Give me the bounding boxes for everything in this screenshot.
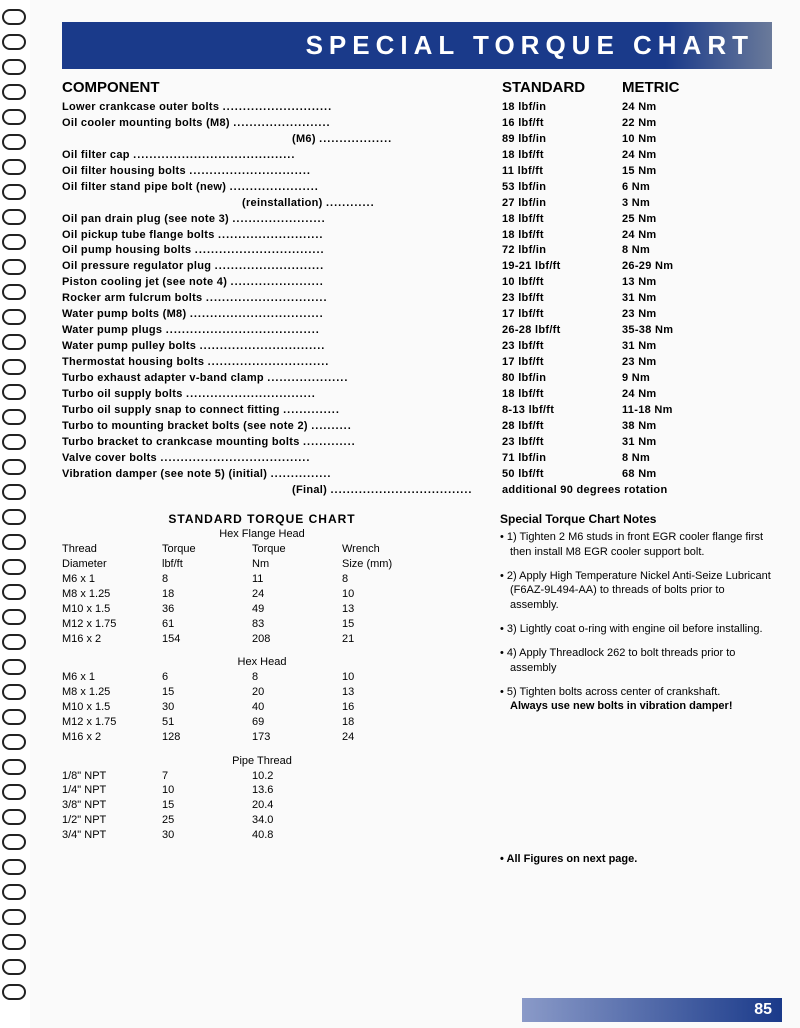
table-row: M8 x 1.25182410	[62, 587, 462, 602]
std-subtitle-3: Pipe Thread	[62, 755, 462, 767]
final-row: (Final) ................................…	[62, 483, 772, 499]
table-row: Thermostat housing bolts ...............…	[62, 355, 772, 371]
notes-title: Special Torque Chart Notes	[500, 512, 772, 526]
header-component: COMPONENT	[62, 79, 502, 96]
torque-rows: Lower crankcase outer bolts ............…	[62, 100, 772, 483]
page-content: SPECIAL TORQUE CHART COMPONENT STANDARD …	[30, 0, 800, 1028]
footer-note: • All Figures on next page.	[500, 853, 772, 865]
table-row: (M6) ..................89 lbf/in10 Nm	[62, 132, 772, 148]
table-row: Water pump pulley bolts ................…	[62, 339, 772, 355]
table-row: Oil pickup tube flange bolts ...........…	[62, 228, 772, 244]
table-row: Turbo oil supply bolts .................…	[62, 387, 772, 403]
table-row: Lower crankcase outer bolts ............…	[62, 100, 772, 116]
table-row: Oil cooler mounting bolts (M8) .........…	[62, 116, 772, 132]
table-row: Water pump bolts (M8) ..................…	[62, 307, 772, 323]
list-item: 2) Apply High Temperature Nickel Anti-Se…	[500, 569, 772, 612]
note-warning: Always use new bolts in vibration damper…	[510, 699, 772, 713]
table-row: Oil filter housing bolts ...............…	[62, 164, 772, 180]
page-number: 85	[522, 998, 782, 1022]
table-row: M8 x 1.25152013	[62, 685, 462, 700]
table-row: 1/4" NPT1013.6	[62, 783, 462, 798]
list-item: 4) Apply Threadlock 262 to bolt threads …	[500, 646, 772, 675]
table-row: M6 x 18118	[62, 572, 462, 587]
list-item: 3) Lightly coat o-ring with engine oil b…	[500, 622, 772, 636]
std-subtitle-2: Hex Head	[62, 656, 462, 668]
final-value: additional 90 degrees rotation	[502, 483, 742, 499]
table-row: M16 x 212817324	[62, 730, 462, 745]
table-row: M6 x 16810	[62, 670, 462, 685]
table-row: 3/8" NPT1520.4	[62, 798, 462, 813]
table-row: M12 x 1.75618315	[62, 617, 462, 632]
table-row: Rocker arm fulcrum bolts ...............…	[62, 291, 772, 307]
header-standard: STANDARD	[502, 79, 622, 96]
header-metric: METRIC	[622, 79, 742, 96]
spiral-binding	[0, 0, 30, 1028]
std-header-row-2: Diameter lbf/ft Nm Size (mm)	[62, 557, 462, 572]
table-row: 1/8" NPT710.2	[62, 769, 462, 784]
list-item: 5) Tighten bolts across center of cranks…	[500, 685, 772, 714]
table-row: M16 x 215420821	[62, 632, 462, 647]
table-row: M10 x 1.5364913	[62, 602, 462, 617]
notes-section: Special Torque Chart Notes 1) Tighten 2 …	[462, 512, 772, 865]
table-row: Turbo to mounting bracket bolts (see not…	[62, 419, 772, 435]
table-row: Vibration damper (see note 5) (initial) …	[62, 467, 772, 483]
table-row: Turbo oil supply snap to connect fitting…	[62, 403, 772, 419]
column-headers: COMPONENT STANDARD METRIC	[62, 79, 772, 96]
std-subtitle-1: Hex Flange Head	[62, 528, 462, 540]
table-row: M12 x 1.75516918	[62, 715, 462, 730]
table-row: Oil filter cap .........................…	[62, 148, 772, 164]
table-row: Valve cover bolts ......................…	[62, 451, 772, 467]
table-row: Oil pressure regulator plug ............…	[62, 259, 772, 275]
table-row: Turbo exhaust adapter v-band clamp .....…	[62, 371, 772, 387]
table-row: M10 x 1.5304016	[62, 700, 462, 715]
table-row: Turbo bracket to crankcase mounting bolt…	[62, 435, 772, 451]
page-title: SPECIAL TORQUE CHART	[62, 22, 772, 69]
table-row: Oil filter stand pipe bolt (new) .......…	[62, 180, 772, 196]
table-row: Oil pan drain plug (see note 3) ........…	[62, 212, 772, 228]
final-label: (Final)	[292, 484, 327, 496]
std-chart-title: STANDARD TORQUE CHART	[62, 512, 462, 526]
table-row: (reinstallation) ............27 lbf/in3 …	[62, 196, 772, 212]
list-item: 1) Tighten 2 M6 studs in front EGR coole…	[500, 530, 772, 559]
table-row: Oil pump housing bolts .................…	[62, 243, 772, 259]
table-row: 3/4" NPT3040.8	[62, 828, 462, 843]
std-header-row-1: Thread Torque Torque Wrench	[62, 542, 462, 557]
table-row: 1/2" NPT2534.0	[62, 813, 462, 828]
table-row: Water pump plugs .......................…	[62, 323, 772, 339]
standard-torque-chart: STANDARD TORQUE CHART Hex Flange Head Th…	[62, 512, 462, 865]
table-row: Piston cooling jet (see note 4) ........…	[62, 275, 772, 291]
